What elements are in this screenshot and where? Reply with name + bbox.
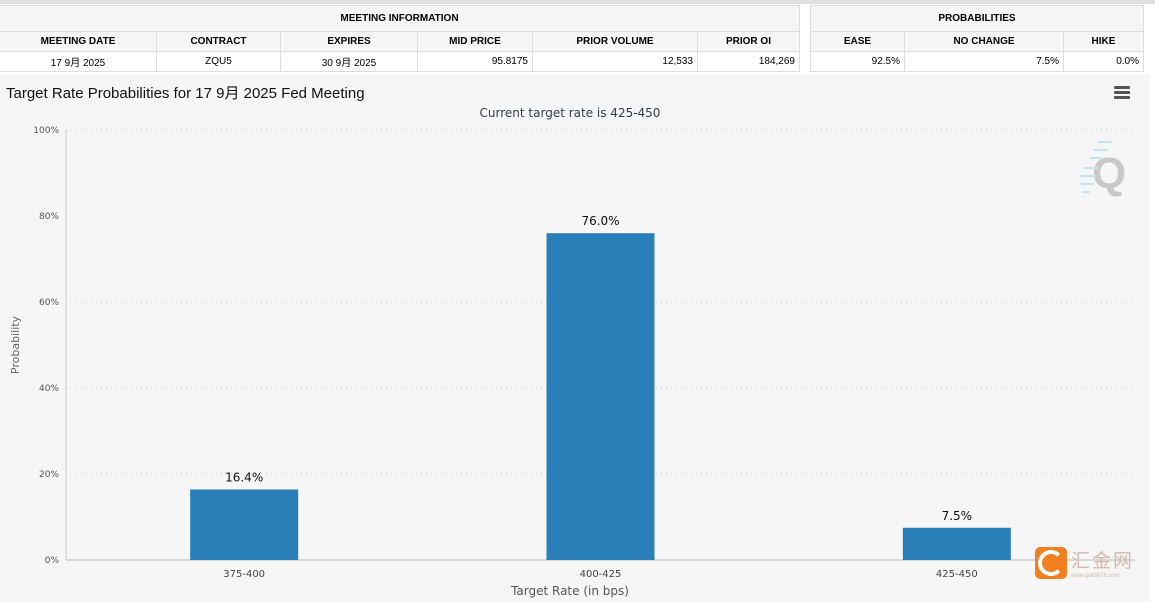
mid-price: 95.8175 <box>417 51 533 72</box>
data-label: 76.0% <box>581 214 619 228</box>
svg-text:Q: Q <box>1092 149 1126 198</box>
y-tick-label: 20% <box>39 470 59 480</box>
x-tick-label: 400-425 <box>580 569 622 580</box>
y-tick-label: 60% <box>39 298 59 308</box>
y-tick-label: 40% <box>39 384 59 394</box>
x-axis-label: Target Rate (in bps) <box>510 584 629 598</box>
logo-url: www.gold678.com <box>1071 573 1120 579</box>
data-label: 7.5% <box>942 509 973 523</box>
meeting-information-header: MEETING INFORMATION <box>0 5 800 32</box>
top-border <box>0 0 1155 4</box>
probabilities-table: PROBABILITIES EASE NO CHANGE HIKE 92.5% … <box>810 5 1144 72</box>
expires: 30 9月 2025 <box>280 51 418 72</box>
prior-volume: 12,533 <box>532 51 698 72</box>
data-label: 16.4% <box>225 470 263 484</box>
col-prior-volume: PRIOR VOLUME <box>532 31 698 52</box>
gold678-logo: 汇金网 www.gold678.com <box>1035 546 1134 579</box>
no-change-value: 7.5% <box>904 51 1064 72</box>
bar-425-450 <box>902 527 1011 560</box>
bar-375-400 <box>190 489 299 560</box>
x-tick-label: 375-400 <box>223 569 265 580</box>
col-expires: EXPIRES <box>280 31 418 52</box>
x-tick-label: 425-450 <box>936 569 978 580</box>
q-watermark-icon: Q <box>1080 141 1126 198</box>
col-contract: CONTRACT <box>156 31 281 52</box>
chart-subtitle: Current target rate is 425-450 <box>480 106 661 120</box>
prior-oi: 184,269 <box>697 51 800 72</box>
col-hike: HIKE <box>1063 31 1144 52</box>
chart-title: Target Rate Probabilities for 17 9月 2025… <box>6 85 365 102</box>
chart-menu-icon[interactable] <box>1114 86 1130 101</box>
bar-chart: Current target rate is 425-450 Target Ra… <box>9 106 1135 598</box>
logo-name: 汇金网 <box>1071 551 1135 572</box>
ease-value: 92.5% <box>810 51 905 72</box>
contract: ZQU5 <box>156 51 281 72</box>
col-meeting-date: MEETING DATE <box>0 31 157 52</box>
col-ease: EASE <box>810 31 905 52</box>
y-tick-label: 0% <box>45 556 60 566</box>
meeting-date: 17 9月 2025 <box>0 51 157 72</box>
gold678-logo-icon <box>1035 546 1067 579</box>
col-mid-price: MID PRICE <box>417 31 533 52</box>
hike-value: 0.0% <box>1063 51 1144 72</box>
y-tick-label: 80% <box>39 212 59 222</box>
y-axis-label: Probability <box>9 315 22 374</box>
meeting-information-table: MEETING INFORMATION MEETING DATE CONTRAC… <box>0 5 800 72</box>
bar-400-425 <box>546 233 655 560</box>
col-prior-oi: PRIOR OI <box>697 31 800 52</box>
y-tick-label: 100% <box>33 126 59 136</box>
chart-panel: Target Rate Probabilities for 17 9月 2025… <box>0 74 1150 602</box>
probabilities-header: PROBABILITIES <box>810 5 1144 32</box>
col-no-change: NO CHANGE <box>904 31 1064 52</box>
